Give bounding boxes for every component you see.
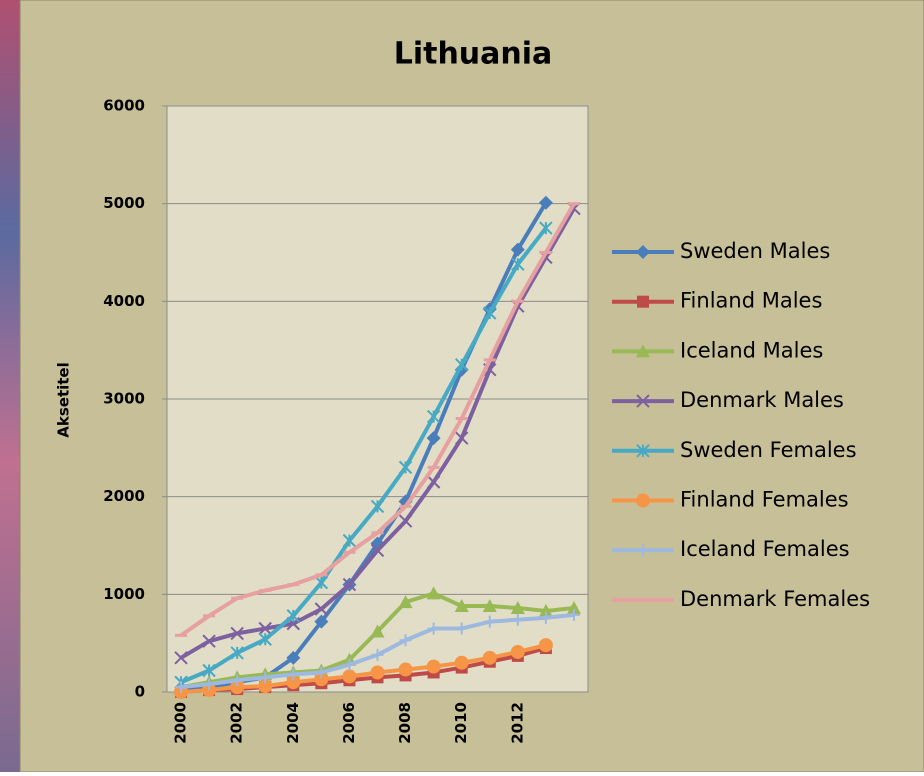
y-axis-label: Aksetitel bbox=[55, 362, 73, 437]
marker bbox=[399, 663, 413, 677]
x-tick-label: 2004 bbox=[284, 702, 302, 744]
marker bbox=[483, 651, 497, 665]
y-tick-label: 4000 bbox=[103, 292, 145, 310]
x-tick-label: 2008 bbox=[396, 702, 414, 744]
marker bbox=[342, 669, 356, 683]
legend-label: Sweden Males bbox=[680, 239, 830, 263]
x-tick-label: 2000 bbox=[172, 702, 190, 744]
y-tick-label: 1000 bbox=[103, 585, 145, 603]
y-tick-label: 0 bbox=[135, 683, 145, 701]
chart-title: Lithuania bbox=[394, 37, 553, 72]
y-tick-label: 2000 bbox=[103, 487, 145, 505]
x-tick-label: 2010 bbox=[452, 702, 470, 744]
legend-marker bbox=[637, 296, 649, 308]
marker bbox=[455, 656, 469, 670]
legend-marker bbox=[636, 494, 650, 508]
legend-label: Denmark Males bbox=[680, 388, 844, 412]
x-tick-label: 2002 bbox=[228, 702, 246, 744]
legend-label: Finland Females bbox=[680, 488, 849, 512]
marker bbox=[539, 638, 553, 652]
legend-label: Iceland Males bbox=[680, 338, 823, 362]
legend-label: Denmark Females bbox=[680, 587, 870, 611]
x-tick-label: 2006 bbox=[340, 702, 358, 744]
y-tick-label: 6000 bbox=[103, 97, 145, 115]
legend-label: Finland Males bbox=[680, 289, 822, 313]
legend-label: Sweden Females bbox=[680, 438, 857, 462]
legend-label: Iceland Females bbox=[680, 537, 850, 561]
chart: Lithuania Aksetitel 0 1000 2000 3000 4000 500… bbox=[0, 0, 924, 772]
page: Lithuania Aksetitel 0 1000 2000 3000 4000 500… bbox=[0, 0, 924, 772]
marker bbox=[511, 645, 525, 659]
y-tick-label: 5000 bbox=[103, 194, 145, 212]
marker bbox=[427, 660, 441, 674]
y-tick-label: 3000 bbox=[103, 390, 145, 408]
x-tick-label: 2012 bbox=[508, 702, 526, 744]
marker bbox=[371, 665, 385, 679]
